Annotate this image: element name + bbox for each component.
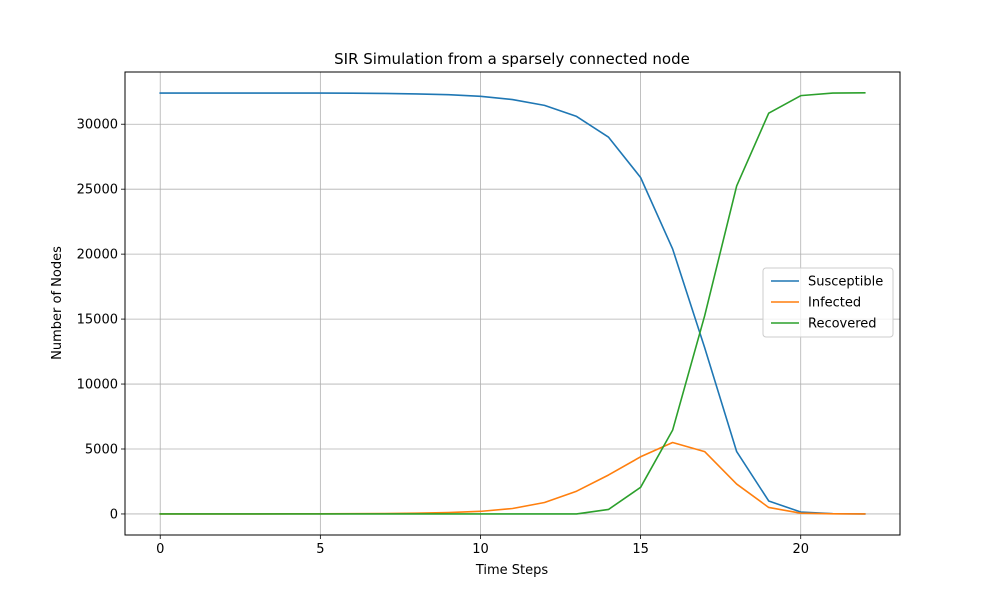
x-tick-label: 10 (472, 542, 489, 557)
y-tick-label: 10000 (77, 378, 118, 393)
series-line-susceptible (159, 92, 866, 515)
legend-label-recovered: Recovered (808, 317, 877, 332)
grid-lines (125, 72, 900, 535)
y-tick-label: 25000 (77, 183, 118, 198)
x-tick-label: 20 (792, 542, 809, 557)
series-lines (159, 91, 866, 515)
y-tick-label: 5000 (85, 442, 118, 457)
x-axis-label: Time Steps (475, 563, 549, 578)
legend-label-susceptible: Susceptible (808, 275, 883, 290)
x-tick-label: 5 (316, 542, 324, 557)
legend-label-infected: Infected (808, 296, 861, 311)
chart-title: SIR Simulation from a sparsely connected… (334, 50, 690, 68)
x-tick-label: 15 (632, 542, 649, 557)
x-tick-label: 0 (156, 542, 164, 557)
y-tick-label: 15000 (77, 313, 118, 328)
axes-frame (124, 71, 901, 536)
y-axis-label: Number of Nodes (50, 246, 65, 360)
legend: Susceptible Infected Recovered (762, 267, 894, 338)
axis-ticks: 0 5 10 15 20 0 5000 10000 15000 20000 25000 30000 (77, 118, 809, 557)
legend-box (762, 267, 894, 338)
y-tick-label: 0 (110, 507, 118, 522)
y-tick-label: 30000 (77, 118, 118, 133)
series-line-recovered (159, 91, 866, 515)
y-tick-label: 20000 (77, 248, 118, 263)
